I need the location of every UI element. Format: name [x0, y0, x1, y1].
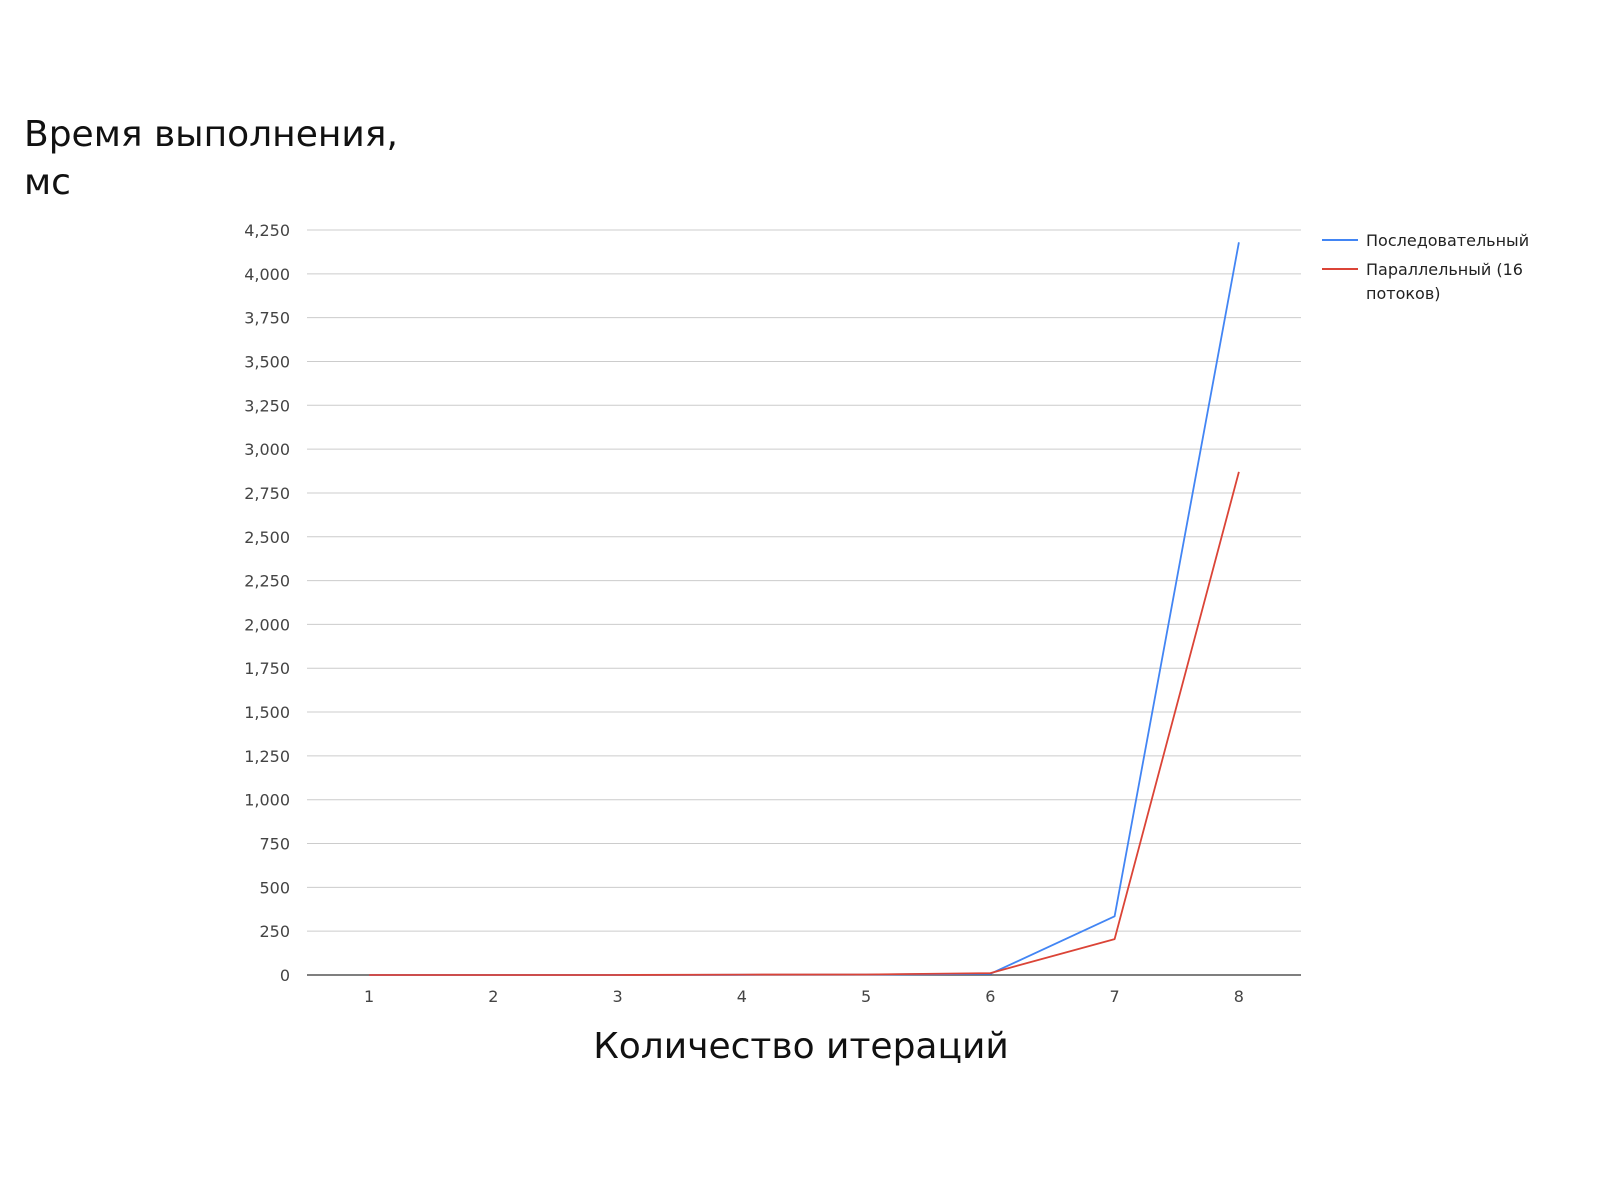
y-tick-label: 3,000	[244, 440, 290, 459]
x-tick-label: 8	[1234, 987, 1244, 1006]
legend-label-2: потоков)	[1366, 284, 1440, 303]
y-tick-label: 1,000	[244, 791, 290, 810]
y-tick-label: 4,250	[244, 221, 290, 240]
legend-label-1: Последовательный	[1366, 231, 1529, 250]
y-tick-label: 3,250	[244, 396, 290, 415]
y-axis-ticks: 0 250 500 750 1,000 1,250 1,500 1,750 2,000 2,250…	[244, 221, 290, 985]
y-axis-label-line-2: мс	[24, 162, 71, 203]
x-tick-label: 3	[613, 987, 623, 1006]
x-tick-label: 4	[737, 987, 747, 1006]
y-tick-label: 3,750	[244, 309, 290, 328]
y-tick-label: 0	[280, 966, 290, 985]
x-tick-label: 7	[1110, 987, 1120, 1006]
y-tick-label: 2,250	[244, 572, 290, 591]
y-tick-label: 2,500	[244, 528, 290, 547]
x-tick-label: 1	[364, 987, 374, 1006]
series-line-1	[369, 242, 1240, 976]
y-tick-label: 1,500	[244, 703, 290, 722]
gridlines	[307, 229, 1301, 932]
y-tick-label: 500	[259, 878, 290, 897]
y-tick-label: 1,250	[244, 747, 290, 766]
y-tick-label: 750	[259, 835, 290, 854]
x-tick-label: 2	[488, 987, 498, 1006]
x-tick-label: 6	[985, 987, 995, 1006]
series-line-2	[369, 471, 1240, 976]
y-tick-label: 1,750	[244, 659, 290, 678]
y-tick-label: 4,000	[244, 265, 290, 284]
y-tick-label: 2,000	[244, 615, 290, 634]
legend: Последовательный Параллельный (16 потоков)	[1322, 231, 1529, 303]
legend-label-2: Параллельный (16	[1366, 260, 1523, 279]
x-tick-label: 5	[861, 987, 871, 1006]
x-axis-label: Количество итераций	[593, 1026, 1009, 1067]
y-tick-label: 250	[259, 922, 290, 941]
x-axis-ticks: 1 2 3 4 5 6 7 8	[364, 987, 1244, 1006]
series-lines	[369, 242, 1240, 976]
y-tick-label: 3,500	[244, 352, 290, 371]
y-axis-label-line-1: Время выполнения,	[24, 114, 398, 155]
y-tick-label: 2,750	[244, 484, 290, 503]
